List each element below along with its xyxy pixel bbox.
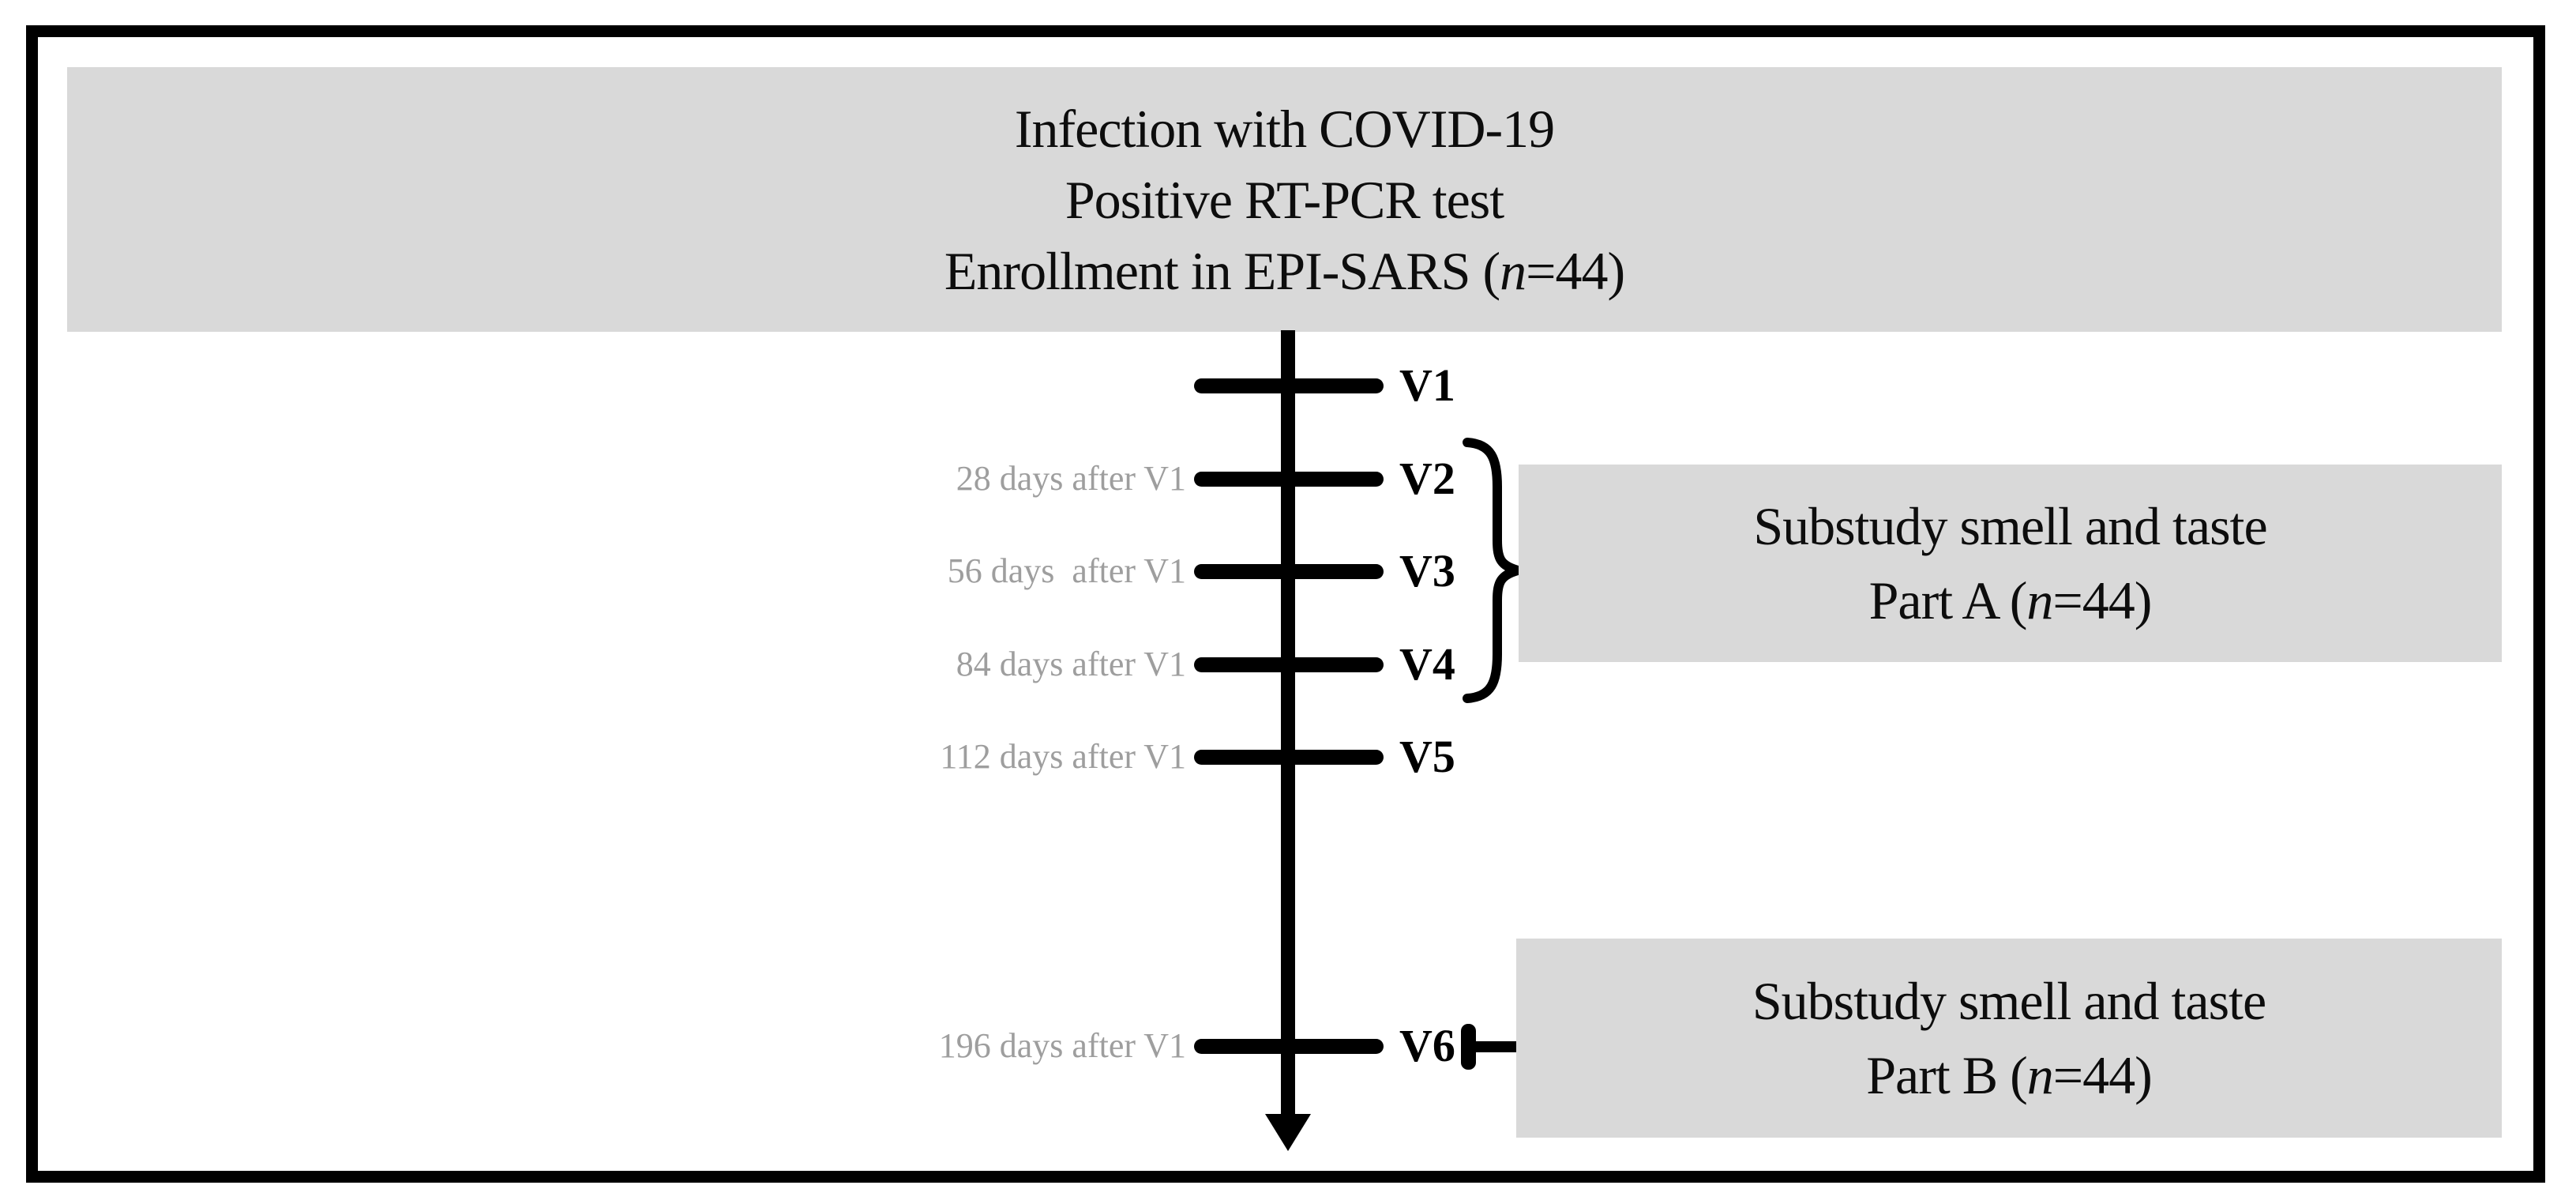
day-label-v2: 28 days after V1 <box>956 459 1186 498</box>
enrollment-line-2: Positive RT-PCR test <box>1065 169 1504 230</box>
timeline-axis <box>1281 330 1295 1117</box>
v6-connector-line <box>1469 1041 1518 1052</box>
visit-tick-v1 <box>1194 378 1384 393</box>
substudy-a-line-1: Substudy smell and taste <box>1753 496 2267 556</box>
visit-label-v2: V2 <box>1399 453 1455 504</box>
day-label-v3: 56 days after V1 <box>947 551 1186 590</box>
visit-tick-v5 <box>1194 750 1384 765</box>
visit-label-v3: V3 <box>1399 545 1455 596</box>
visit-label-v5: V5 <box>1399 731 1455 782</box>
visit-tick-v6 <box>1194 1039 1384 1054</box>
visit-tick-v3 <box>1194 564 1384 579</box>
day-label-v5: 112 days after V1 <box>940 737 1186 776</box>
outer-border-frame <box>26 25 2545 1183</box>
v6-connector-bar-icon <box>1461 1024 1476 1070</box>
day-label-v6: 196 days after V1 <box>938 1026 1186 1065</box>
visit-tick-v4 <box>1194 657 1384 672</box>
visit-label-v4: V4 <box>1399 638 1455 690</box>
enrollment-line-1: Infection with COVID-19 <box>1014 98 1555 159</box>
visit-tick-v2 <box>1194 472 1384 487</box>
curly-brace-icon <box>1463 438 1524 703</box>
substudy-a-box: Substudy smell and taste Part A (n=44) <box>1519 465 2502 662</box>
day-label-v4: 84 days after V1 <box>956 645 1186 683</box>
visit-label-v6: V6 <box>1399 1020 1455 1071</box>
enrollment-line-3: Enrollment in EPI-SARS (n=44) <box>944 240 1625 301</box>
enrollment-box: Infection with COVID-19 Positive RT-PCR … <box>67 67 2502 332</box>
substudy-b-line-2: Part B (n=44) <box>1866 1045 2153 1105</box>
visit-label-v1: V1 <box>1399 359 1455 411</box>
arrow-down-icon <box>1265 1114 1311 1151</box>
substudy-b-line-1: Substudy smell and taste <box>1752 971 2266 1031</box>
substudy-a-line-2: Part A (n=44) <box>1868 570 2153 630</box>
substudy-b-box: Substudy smell and taste Part B (n=44) <box>1516 939 2502 1138</box>
